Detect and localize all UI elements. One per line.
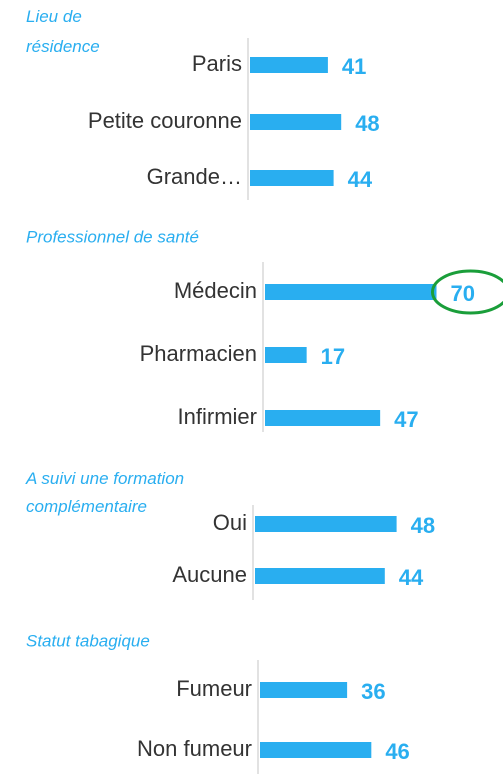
category-label: Médecin <box>174 278 257 303</box>
value-label: 70 <box>451 281 475 306</box>
group-title: A suivi une formation complémentaire <box>25 469 184 516</box>
highlight-circle <box>431 269 503 315</box>
value-label: 36 <box>361 679 385 704</box>
value-label: 48 <box>355 111 379 136</box>
title-line: A suivi une formation <box>25 469 184 488</box>
bar <box>255 568 385 584</box>
value-label: 41 <box>342 54 366 79</box>
category-label: Petite couronne <box>88 108 242 133</box>
category-label: Infirmier <box>178 404 257 429</box>
category-label: Aucune <box>172 562 247 587</box>
group-title: Statut tabagique <box>26 631 150 650</box>
bar <box>255 516 397 532</box>
title-line: Lieu de <box>26 7 82 26</box>
title-line: complémentaire <box>26 497 147 516</box>
bar <box>260 682 348 698</box>
category-label: Paris <box>192 51 242 76</box>
value-label: 47 <box>394 407 418 432</box>
bar <box>265 410 381 426</box>
category-label: Pharmacien <box>140 341 257 366</box>
bar <box>250 114 342 130</box>
group-title: Professionnel de santé <box>26 227 199 246</box>
bar <box>265 347 307 363</box>
category-label: Oui <box>213 510 247 535</box>
value-label: 17 <box>321 344 345 369</box>
category-label: Grande… <box>147 164 242 189</box>
bar <box>260 742 372 758</box>
bar <box>265 284 437 300</box>
category-label: Fumeur <box>176 676 252 701</box>
value-label: 44 <box>348 167 373 192</box>
value-label: 44 <box>399 565 424 590</box>
group-title: Lieu de résidence <box>26 7 100 56</box>
value-label: 46 <box>385 739 409 764</box>
bar <box>250 57 328 73</box>
category-label: Non fumeur <box>137 736 252 761</box>
bar <box>250 170 334 186</box>
value-label: 48 <box>411 513 435 538</box>
title-line: résidence <box>26 37 100 56</box>
